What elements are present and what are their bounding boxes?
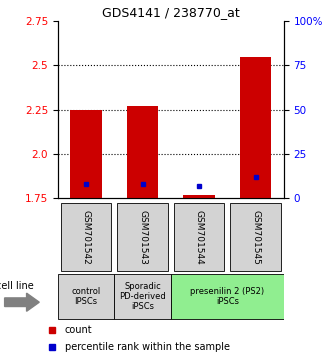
Text: cell line: cell line — [0, 281, 33, 291]
Title: GDS4141 / 238770_at: GDS4141 / 238770_at — [102, 6, 240, 19]
Bar — [71, 110, 102, 198]
Text: GSM701542: GSM701542 — [82, 210, 90, 264]
FancyBboxPatch shape — [61, 203, 112, 271]
Text: control
IPSCs: control IPSCs — [71, 287, 101, 306]
FancyBboxPatch shape — [230, 203, 281, 271]
Text: count: count — [65, 325, 92, 335]
Bar — [240, 57, 271, 198]
FancyBboxPatch shape — [114, 274, 171, 319]
Text: presenilin 2 (PS2)
iPSCs: presenilin 2 (PS2) iPSCs — [190, 287, 264, 306]
Text: Sporadic
PD-derived
iPSCs: Sporadic PD-derived iPSCs — [119, 281, 166, 312]
FancyBboxPatch shape — [58, 274, 114, 319]
Text: percentile rank within the sample: percentile rank within the sample — [65, 342, 230, 352]
FancyBboxPatch shape — [174, 203, 224, 271]
Text: GSM701544: GSM701544 — [194, 210, 204, 264]
FancyArrow shape — [5, 293, 39, 311]
FancyBboxPatch shape — [117, 203, 168, 271]
Text: GSM701545: GSM701545 — [251, 210, 260, 265]
Text: GSM701543: GSM701543 — [138, 210, 147, 265]
Bar — [183, 195, 214, 198]
FancyBboxPatch shape — [171, 274, 284, 319]
Bar — [127, 106, 158, 198]
